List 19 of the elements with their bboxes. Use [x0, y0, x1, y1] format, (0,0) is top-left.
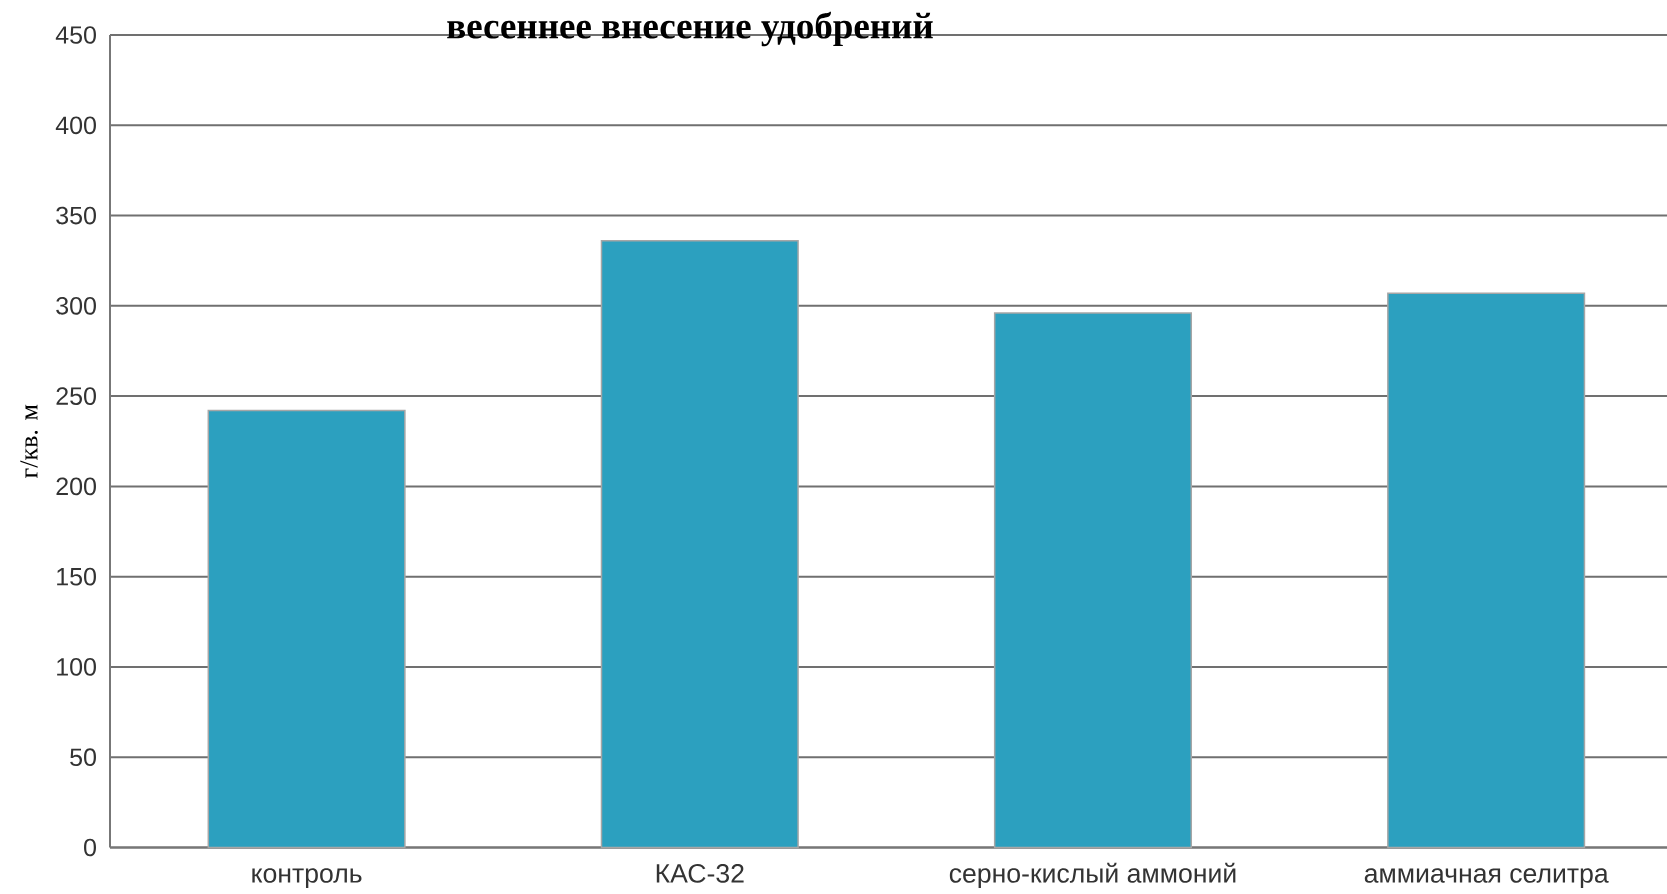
- y-tick-label: 50: [70, 748, 96, 767]
- y-tick-label: 450: [55, 26, 96, 44]
- bar: [993, 312, 1193, 849]
- y-tick-label: 250: [56, 387, 96, 405]
- x-tick-label: аммиачная селитра: [1364, 868, 1609, 889]
- bar: [207, 409, 406, 849]
- y-axis-title: г/кв. м: [20, 404, 38, 478]
- x-tick-label: серно-кислый аммоний: [949, 862, 1236, 889]
- bar: [600, 240, 799, 849]
- x-tick-label: контроль: [252, 868, 362, 889]
- x-tick-label: КАС-32: [656, 863, 744, 883]
- y-tick-label: 400: [55, 116, 96, 135]
- y-tick-label: 100: [57, 658, 96, 676]
- y-tick-label: 150: [57, 567, 96, 586]
- y-tick-label: 300: [56, 296, 96, 315]
- y-tick-label: 200: [56, 477, 96, 496]
- bar: [1387, 292, 1586, 849]
- y-tick-label: 350: [56, 206, 96, 225]
- y-tick-label: 0: [84, 838, 96, 857]
